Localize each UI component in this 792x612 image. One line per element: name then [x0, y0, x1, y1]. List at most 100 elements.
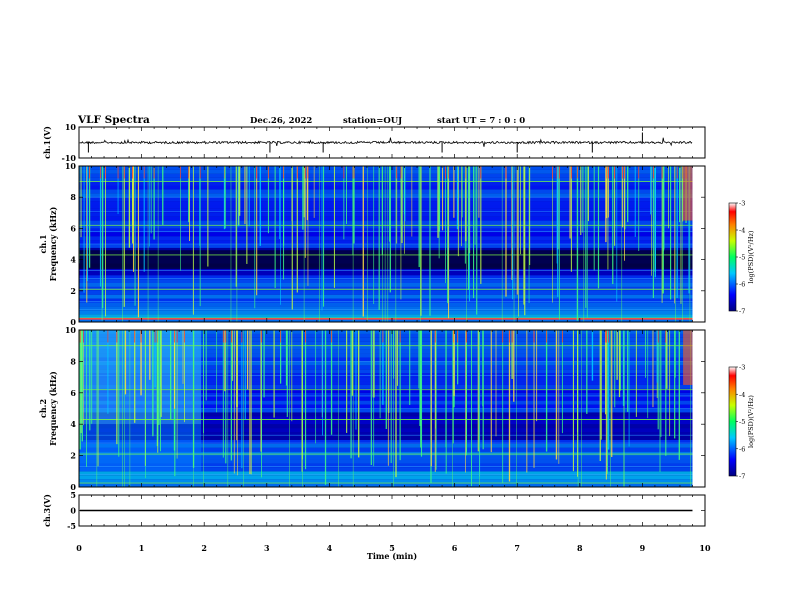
x-tick-label: 9	[640, 543, 646, 553]
y-tick-label: -5	[67, 521, 76, 531]
colorbar-tick-label: -3	[739, 364, 745, 372]
colorbar-tick-label: -7	[739, 473, 745, 481]
colorbar-tick-label: -3	[739, 200, 745, 208]
frequency-band	[79, 483, 693, 487]
frequency-band	[79, 185, 693, 190]
y-tick-label: 8	[70, 192, 76, 202]
noise-region-lower	[79, 424, 202, 472]
x-tick-label: 5	[389, 543, 395, 553]
frequency-band	[79, 283, 693, 287]
y-tick-label: 8	[70, 356, 76, 366]
x-tick-label: 3	[264, 543, 270, 553]
y-tick-label: 5	[70, 490, 76, 500]
y-tick-label: 2	[70, 451, 76, 461]
frequency-band	[79, 201, 693, 205]
colorbar-tick-label: -5	[739, 418, 745, 426]
start-time-label: start UT = 7 : 0 : 0	[437, 116, 525, 126]
frequency-band	[79, 471, 693, 476]
y-tick-label: 4	[70, 419, 76, 429]
y-tick-label: 0	[70, 317, 76, 327]
x-tick-label: 1	[139, 543, 145, 553]
frequency-band	[79, 447, 693, 452]
ch1-waveform-trace	[79, 137, 693, 147]
colorbar-tick-label: -4	[739, 227, 745, 235]
ch2-colorbar: -3 -4 -5 -6 -7 log(PSD)(V²/Hz)	[728, 364, 755, 481]
frequency-band	[79, 173, 693, 178]
y-tick-label: 0	[70, 506, 76, 516]
ch1-spectrogram-panel: 0 2 4 6 8 10 ch.1 Frequency (kHz)	[38, 161, 706, 327]
x-tick-label: 7	[514, 543, 520, 553]
frequency-band	[79, 205, 693, 209]
y-axis-label: ch.1(V)	[42, 126, 52, 159]
y-tick-label: 6	[70, 223, 76, 233]
frequency-band	[79, 236, 693, 241]
frequency-band	[79, 435, 693, 440]
frequency-band	[79, 275, 693, 280]
x-tick-label: 6	[452, 543, 458, 553]
y-tick-label: 2	[70, 286, 76, 296]
frequency-band	[79, 271, 693, 276]
frequency-band	[79, 459, 693, 464]
frequency-band	[79, 240, 693, 244]
colorbar-tick-label: -6	[739, 445, 745, 453]
colorbar-gradient	[728, 366, 737, 477]
y-axis-label: Frequency (kHz)	[48, 371, 58, 446]
frequency-band	[79, 169, 693, 174]
figure-title: VLF Spectra	[77, 114, 150, 126]
y-axis-label: ch.3(V)	[42, 494, 52, 527]
colorbar-gradient	[728, 202, 737, 312]
y-axis-label: ch.1	[38, 234, 48, 253]
frequency-band	[79, 244, 693, 248]
x-tick-label: 4	[327, 543, 333, 553]
colorbar-tick-label: -7	[739, 308, 745, 316]
frequency-band	[79, 290, 693, 295]
frequency-band	[79, 232, 693, 237]
frequency-band	[79, 228, 693, 233]
x-tick-label: 10	[699, 543, 711, 553]
dark-band	[79, 250, 693, 269]
y-axis-label: ch.2	[38, 399, 48, 418]
frequency-band	[79, 306, 693, 311]
date-label: Dec.26, 2022	[250, 116, 312, 126]
colorbar-label: log(PSD)(V²/Hz)	[747, 395, 755, 448]
x-tick-label: 0	[76, 543, 82, 553]
colorbar-tick-label: -4	[739, 391, 745, 399]
frequency-band	[79, 467, 693, 472]
ch3-waveform-panel: 5 0 -5 ch.3(V) 0 1 2 3 4 5 6 7 8 9 10 Time (min)	[42, 490, 711, 561]
station-label: station=OUJ	[343, 116, 402, 126]
frequency-band	[79, 193, 693, 198]
frequency-band	[79, 247, 693, 252]
x-tick-label: 2	[201, 543, 207, 553]
frequency-band	[79, 197, 693, 202]
frequency-band	[79, 310, 693, 315]
frequency-band	[79, 314, 693, 319]
y-axis-label: Frequency (kHz)	[48, 206, 58, 281]
y-tick-label: 10	[65, 122, 77, 132]
frequency-band	[79, 279, 693, 283]
y-tick-label: 0	[70, 482, 76, 492]
frequency-band	[79, 212, 693, 217]
frequency-band	[79, 166, 693, 170]
frequency-band	[79, 428, 693, 433]
frequency-band	[79, 220, 693, 225]
frequency-band	[79, 298, 693, 303]
y-tick-label: 10	[65, 161, 77, 171]
y-tick-label: -10	[62, 153, 77, 163]
frequency-band	[79, 189, 693, 194]
end-burst	[683, 166, 693, 221]
frequency-band	[79, 479, 693, 484]
y-tick-label: 10	[65, 325, 77, 335]
ch1-colorbar: -3 -4 -5 -6 -7 log(PSD)(V²/Hz)	[728, 200, 755, 316]
end-burst	[683, 330, 693, 385]
frequency-band	[79, 318, 693, 322]
x-axis-label: Time (min)	[367, 551, 417, 561]
frequency-band	[79, 302, 693, 307]
colorbar-tick-label: -6	[739, 281, 745, 289]
colorbar-tick-label: -5	[739, 254, 745, 262]
frequency-band	[79, 177, 693, 182]
y-tick-label: 6	[70, 388, 76, 398]
ch1-waveform-panel: 10 -10 ch.1(V)	[42, 122, 706, 163]
frequency-band	[79, 216, 693, 221]
frequency-band	[79, 294, 693, 299]
